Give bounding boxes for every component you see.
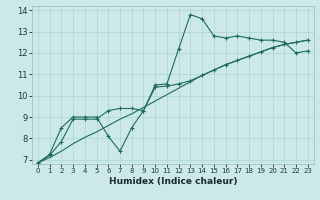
X-axis label: Humidex (Indice chaleur): Humidex (Indice chaleur) xyxy=(108,177,237,186)
